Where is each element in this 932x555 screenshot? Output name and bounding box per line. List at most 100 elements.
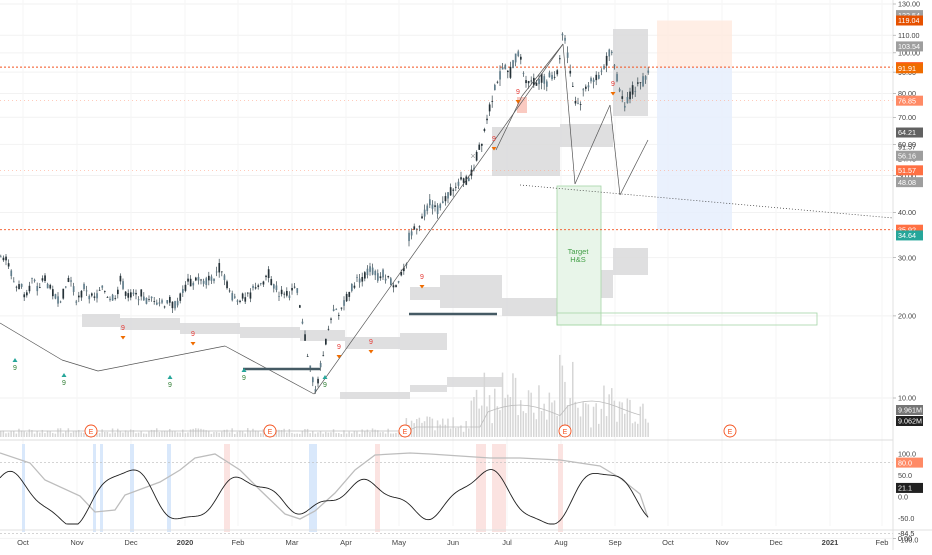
td-count-label: 9 xyxy=(611,81,615,88)
volume-bar xyxy=(5,433,7,437)
volume-bar xyxy=(145,433,148,437)
volume-bar xyxy=(543,403,545,437)
hs-line xyxy=(495,95,523,151)
candle-body xyxy=(41,278,44,281)
volume-bar xyxy=(182,429,184,437)
candle-body xyxy=(158,302,161,304)
time-tick-label: 2020 xyxy=(177,538,194,547)
pattern-label: H&S xyxy=(570,255,585,264)
volume-bar xyxy=(390,433,392,437)
candle-body xyxy=(457,181,460,186)
volume-bar xyxy=(644,418,647,437)
candle-body xyxy=(488,104,491,112)
volume-bar xyxy=(351,433,353,437)
price-badge-label: 51.57 xyxy=(898,166,916,175)
volume-bar xyxy=(470,400,473,437)
candle-body xyxy=(447,192,449,199)
volume-bar xyxy=(83,432,85,437)
volume-bar xyxy=(52,432,54,437)
volume-bar xyxy=(319,431,322,437)
candle-body xyxy=(132,292,135,295)
candle-body xyxy=(364,272,366,279)
volume-bar xyxy=(18,428,20,437)
volume-bar xyxy=(366,429,369,437)
candle-body xyxy=(572,86,574,87)
price-tick-label: 70.00 xyxy=(898,113,916,122)
time-tick-label: Feb xyxy=(232,538,245,547)
td-count-label: 9 xyxy=(337,344,341,351)
time-tick-label: Apr xyxy=(340,538,352,547)
candle-body xyxy=(332,309,335,311)
candle-body xyxy=(374,270,377,276)
volume-bar xyxy=(72,431,75,437)
volume-bar xyxy=(613,400,616,437)
volume-bar xyxy=(384,433,387,437)
projection-box xyxy=(440,275,502,308)
td-count-label: 9 xyxy=(242,375,246,382)
volume-bar xyxy=(548,392,551,437)
candle-body xyxy=(579,104,582,105)
candle-body xyxy=(197,276,200,281)
volume-bar xyxy=(106,431,109,437)
candle-body xyxy=(244,297,247,302)
candle-body xyxy=(525,80,527,84)
volume-bar xyxy=(332,429,335,437)
price-badge-label: 103.54 xyxy=(898,42,920,51)
volume-bar xyxy=(166,431,168,437)
volume-bar xyxy=(215,431,218,437)
candle-body xyxy=(639,82,642,84)
candle-body xyxy=(28,285,31,292)
candle-body xyxy=(273,284,275,289)
candle-body xyxy=(481,143,483,146)
hs-line xyxy=(619,139,649,196)
indicator-overbought-shade xyxy=(476,444,486,532)
volume-bar xyxy=(124,430,127,437)
candle-body xyxy=(452,189,455,191)
candle-body xyxy=(176,300,179,306)
candle-body xyxy=(501,67,504,70)
volume-bar xyxy=(634,421,636,437)
candle-body xyxy=(252,285,254,288)
candle-body xyxy=(637,82,639,84)
td-buy-arrow xyxy=(241,368,247,372)
candle-body xyxy=(210,276,213,281)
volume-bar xyxy=(10,431,12,437)
volume-bar xyxy=(387,428,389,437)
candle-body xyxy=(538,78,540,85)
volume-bar xyxy=(176,432,179,437)
candle-body xyxy=(205,278,208,285)
volume-bar xyxy=(611,388,613,437)
candle-body xyxy=(288,295,291,298)
volume-bar xyxy=(223,429,226,437)
candle-body xyxy=(223,275,226,281)
volume-bar xyxy=(621,402,623,437)
volume-bar xyxy=(572,361,574,437)
candle-body xyxy=(439,204,442,208)
indicator-oversold-shade xyxy=(309,444,317,532)
volume-bar xyxy=(184,433,187,437)
candle-body xyxy=(236,300,239,302)
td-buy-arrow xyxy=(61,373,67,377)
candle-body xyxy=(585,86,587,89)
candle-body xyxy=(418,226,421,228)
volume-bar xyxy=(449,428,452,437)
volume-bar xyxy=(257,431,259,437)
candle-body xyxy=(293,286,296,288)
candle-body xyxy=(174,301,176,309)
indicator-badge xyxy=(896,482,923,493)
candle-body xyxy=(234,296,236,298)
volume-bar xyxy=(114,432,116,437)
td-buy-arrow xyxy=(322,375,328,379)
candle-body xyxy=(208,275,210,281)
candle-body xyxy=(590,78,592,82)
candle-body xyxy=(70,280,72,282)
candle-body xyxy=(62,288,65,299)
candle-body xyxy=(577,102,579,104)
price-badge-label: 34.64 xyxy=(898,231,916,240)
candle-body xyxy=(15,286,18,288)
volume-bar xyxy=(109,433,111,437)
candle-body xyxy=(603,65,605,69)
price-badge xyxy=(896,405,923,415)
